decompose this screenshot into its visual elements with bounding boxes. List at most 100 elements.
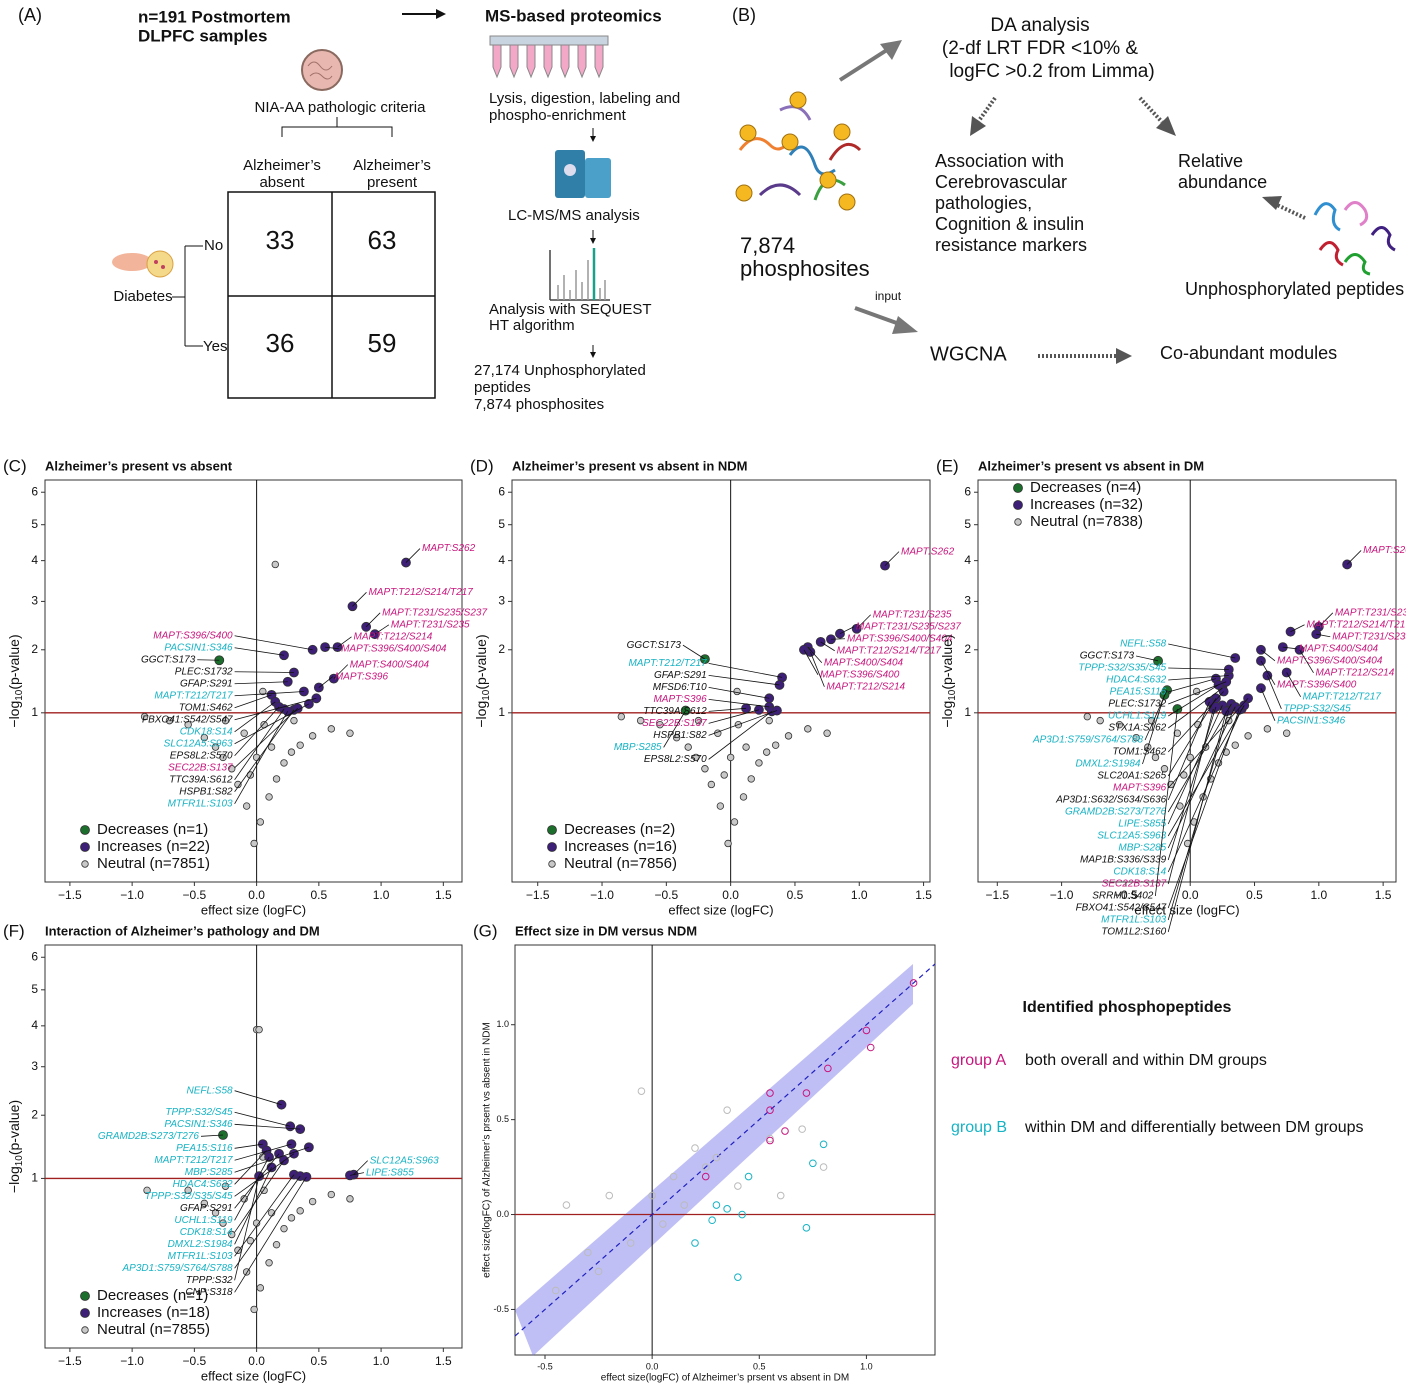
point-label: AP3D1:S632/S634/S636 bbox=[1055, 795, 1167, 806]
point-label: SLC12A5:S963 bbox=[164, 738, 233, 749]
y-axis-label: −log10(p-value) bbox=[6, 634, 25, 727]
neutral-point bbox=[1115, 720, 1124, 729]
leader-line bbox=[856, 614, 871, 630]
point bbox=[809, 1159, 817, 1168]
leader-line bbox=[1167, 687, 1223, 729]
leader-line bbox=[234, 1146, 310, 1173]
leader-line bbox=[1142, 694, 1165, 765]
legend-label: Increases (n=16) bbox=[564, 838, 677, 855]
y-axis-label-part: 10 bbox=[481, 689, 492, 701]
leader-line bbox=[1286, 672, 1302, 697]
y-axis-label-part: (p-value) bbox=[6, 1100, 22, 1155]
leader-line bbox=[1168, 667, 1229, 670]
x-axis-label: effect size(logFC) of Alzheimer’s prsent… bbox=[601, 1373, 849, 1384]
neutral-point bbox=[724, 839, 732, 848]
point-label: TPPP:S32/S35/S45 bbox=[1078, 663, 1166, 674]
point bbox=[659, 1220, 667, 1228]
x-tick-label: 1.5 bbox=[435, 1354, 452, 1368]
x-tick-label: 0.0 bbox=[248, 1354, 265, 1368]
neutral-point bbox=[272, 775, 281, 783]
point-label: MAPT:S262 bbox=[1363, 545, 1406, 556]
y-tick-label: 5 bbox=[498, 517, 505, 531]
point-label: LIPE:S855 bbox=[366, 1167, 414, 1178]
point-label: CDK18:S14 bbox=[180, 1227, 233, 1238]
leader-line bbox=[663, 710, 686, 748]
point-label: MTFR1L:S103 bbox=[168, 798, 233, 809]
point-label: CDK18:S14 bbox=[1113, 867, 1166, 878]
point-label: FBXO41:S542/S547 bbox=[1076, 903, 1167, 914]
leader-line bbox=[1154, 709, 1178, 897]
point-label: TPPP:S32/S35/S45 bbox=[145, 1191, 233, 1202]
plot-frame bbox=[977, 479, 1397, 883]
point bbox=[766, 1089, 774, 1097]
arrow bbox=[854, 306, 918, 334]
leader-line bbox=[830, 638, 845, 640]
point-label: MAPT:S396/S400 bbox=[153, 630, 233, 641]
neutral-point bbox=[219, 753, 227, 762]
x-tick-label: 0.5 bbox=[753, 1361, 766, 1371]
y-tick-label: 0.0 bbox=[496, 1209, 509, 1219]
neutral-point bbox=[255, 1025, 263, 1034]
neutral-point bbox=[707, 780, 716, 789]
table-grid bbox=[227, 191, 436, 399]
point bbox=[669, 1172, 678, 1181]
leader-line bbox=[1167, 701, 1210, 801]
y-axis-label-part: −log bbox=[6, 701, 22, 728]
neutral-point bbox=[1244, 732, 1252, 740]
table-cell: 36 bbox=[266, 328, 295, 358]
y-tick-label: 5 bbox=[964, 517, 971, 531]
point-label: NEFL:S58 bbox=[1120, 639, 1167, 650]
tubes-icon bbox=[489, 35, 609, 79]
x-tick-label: −1.5 bbox=[985, 888, 1009, 902]
leader-line bbox=[708, 710, 773, 760]
neutral-point bbox=[308, 732, 317, 740]
leader-line bbox=[1168, 681, 1227, 705]
point bbox=[691, 1144, 699, 1152]
y-axis-label-part: (p-value) bbox=[473, 634, 489, 689]
neutral-point bbox=[221, 1182, 230, 1190]
point-label: TPPP:S32/S45 bbox=[1283, 703, 1351, 714]
y-tick-label: 2 bbox=[31, 1107, 38, 1121]
legend-description: within DM and differentially between DM … bbox=[1024, 1119, 1364, 1136]
neutral-point bbox=[1186, 753, 1194, 762]
point-label: MAPT:S396/S400/S404 bbox=[341, 643, 447, 654]
workflow-title: MS-based proteomics bbox=[485, 6, 662, 25]
neutral-point bbox=[265, 793, 273, 801]
neutral-point bbox=[733, 687, 741, 696]
point bbox=[712, 1201, 721, 1209]
dashed-arrow bbox=[1262, 196, 1306, 220]
point-label: AP3D1:S759/S764/S788 bbox=[122, 1263, 234, 1274]
neutral-point bbox=[327, 1190, 335, 1199]
neutral-point bbox=[280, 759, 288, 767]
neutral-point bbox=[184, 720, 192, 729]
legend-label: Neutral (n=7856) bbox=[564, 855, 677, 872]
point-label: HDAC4:S632 bbox=[1106, 675, 1166, 686]
point-label: GFAP:S291 bbox=[180, 1203, 233, 1214]
neutral-point bbox=[246, 1237, 255, 1245]
y-axis-label-part: −log bbox=[6, 1166, 22, 1193]
x-tick-label: 0.0 bbox=[722, 888, 739, 902]
x-tick-label: 1.0 bbox=[1310, 888, 1327, 902]
x-tick-label: 0.0 bbox=[646, 1361, 659, 1371]
y-tick-label: 1 bbox=[31, 1171, 38, 1185]
neutral-point bbox=[234, 1246, 242, 1254]
point-label: PEA15:S116 bbox=[176, 1143, 233, 1154]
point bbox=[819, 1163, 828, 1171]
neutral-point bbox=[771, 741, 780, 749]
col-header: absent bbox=[259, 174, 305, 191]
title: n=191 Postmortem bbox=[138, 7, 291, 26]
point bbox=[909, 979, 918, 987]
leader-line bbox=[708, 674, 780, 686]
point-label: MAPT:S262 bbox=[901, 546, 955, 557]
point-label: HSPB1:S82 bbox=[179, 786, 233, 797]
leader-line bbox=[234, 708, 285, 781]
point-label: STX1A:S162 bbox=[1108, 723, 1166, 734]
point-label: SLC12A5:S963 bbox=[1097, 831, 1166, 842]
neutral-point bbox=[1282, 729, 1291, 737]
neutral-point bbox=[1231, 741, 1239, 749]
leader-line bbox=[234, 1123, 301, 1130]
panel-label: (F) bbox=[3, 921, 25, 940]
legend-swatch bbox=[81, 1326, 89, 1334]
point-label: MAPT:S396/S400 bbox=[820, 669, 900, 680]
point bbox=[866, 1043, 875, 1052]
